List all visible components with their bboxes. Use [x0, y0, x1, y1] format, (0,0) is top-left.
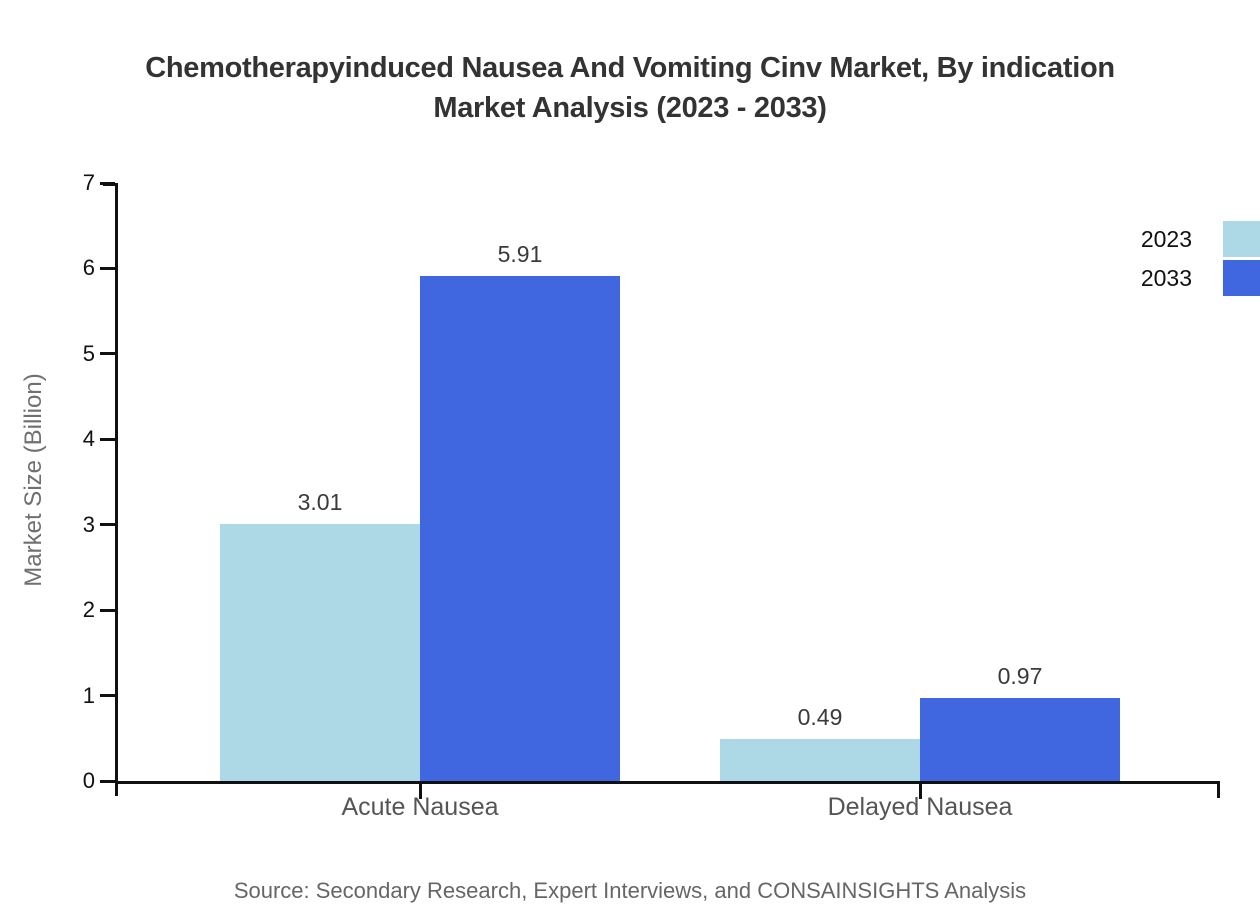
y-axis-title: Market Size (Billion): [20, 373, 47, 587]
y-tick-label: 5: [82, 340, 95, 366]
y-tick: [100, 779, 115, 783]
legend-swatch-2023: [1223, 221, 1260, 257]
y-tick: [100, 608, 115, 612]
legend-row: 2023: [1141, 221, 1260, 257]
y-tick-label: 1: [82, 682, 95, 708]
y-tick: [100, 523, 115, 527]
bar-2033-acute-nausea: [420, 276, 620, 781]
y-tick-label: 3: [82, 511, 95, 537]
x-axis-spine: [115, 781, 1220, 784]
bar-2033-delayed-nausea: [920, 698, 1120, 781]
legend-label-2033: 2033: [1140, 264, 1192, 291]
y-tick-label: 7: [82, 170, 95, 195]
y-tick: [100, 352, 115, 356]
y-tick: [100, 694, 115, 698]
bar-value-label: 3.01: [297, 488, 343, 515]
y-tick-label: 4: [82, 426, 95, 452]
legend: 2023 2033: [1141, 221, 1260, 299]
legend-row: 2033: [1141, 260, 1260, 296]
bar-2023-delayed-nausea: [720, 739, 920, 781]
bar-value-label: 0.97: [997, 663, 1043, 690]
x-tick: [918, 784, 922, 799]
y-tick: [100, 437, 115, 441]
legend-label-2023: 2023: [1140, 225, 1192, 252]
y-tick-label: 6: [82, 255, 95, 281]
chart-title: Chemotherapyinduced Nausea And Vomiting …: [0, 48, 1260, 128]
x-axis-right-cap: [1217, 781, 1220, 798]
legend-swatch-2033: [1223, 260, 1260, 296]
y-tick-label: 2: [82, 597, 95, 623]
chart-title-line-2: Market Analysis (2023 - 2033): [433, 92, 827, 124]
bar-2023-acute-nausea: [220, 523, 420, 781]
y-tick: [100, 181, 115, 185]
y-tick-label: 0: [82, 768, 95, 793]
y-tick: [100, 266, 115, 270]
source-note: Source: Secondary Research, Expert Inter…: [233, 878, 1027, 903]
x-tick-label-delayed-nausea: Delayed Nausea: [827, 793, 1013, 821]
y-axis-top-cap: [103, 183, 118, 186]
plot-area: 0 1 2 3 4 5 6 7 Acute Nausea Delayed Nausea 3.01 0.…: [83, 171, 1220, 821]
bar-value-label: 0.49: [797, 704, 843, 731]
x-tick-label-acute-nausea: Acute Nausea: [341, 793, 499, 821]
bar-value-label: 5.91: [497, 241, 543, 268]
y-axis-spine: [115, 183, 118, 796]
x-tick: [418, 784, 422, 799]
chart-title-line-1: Chemotherapyinduced Nausea And Vomiting …: [145, 52, 1115, 84]
